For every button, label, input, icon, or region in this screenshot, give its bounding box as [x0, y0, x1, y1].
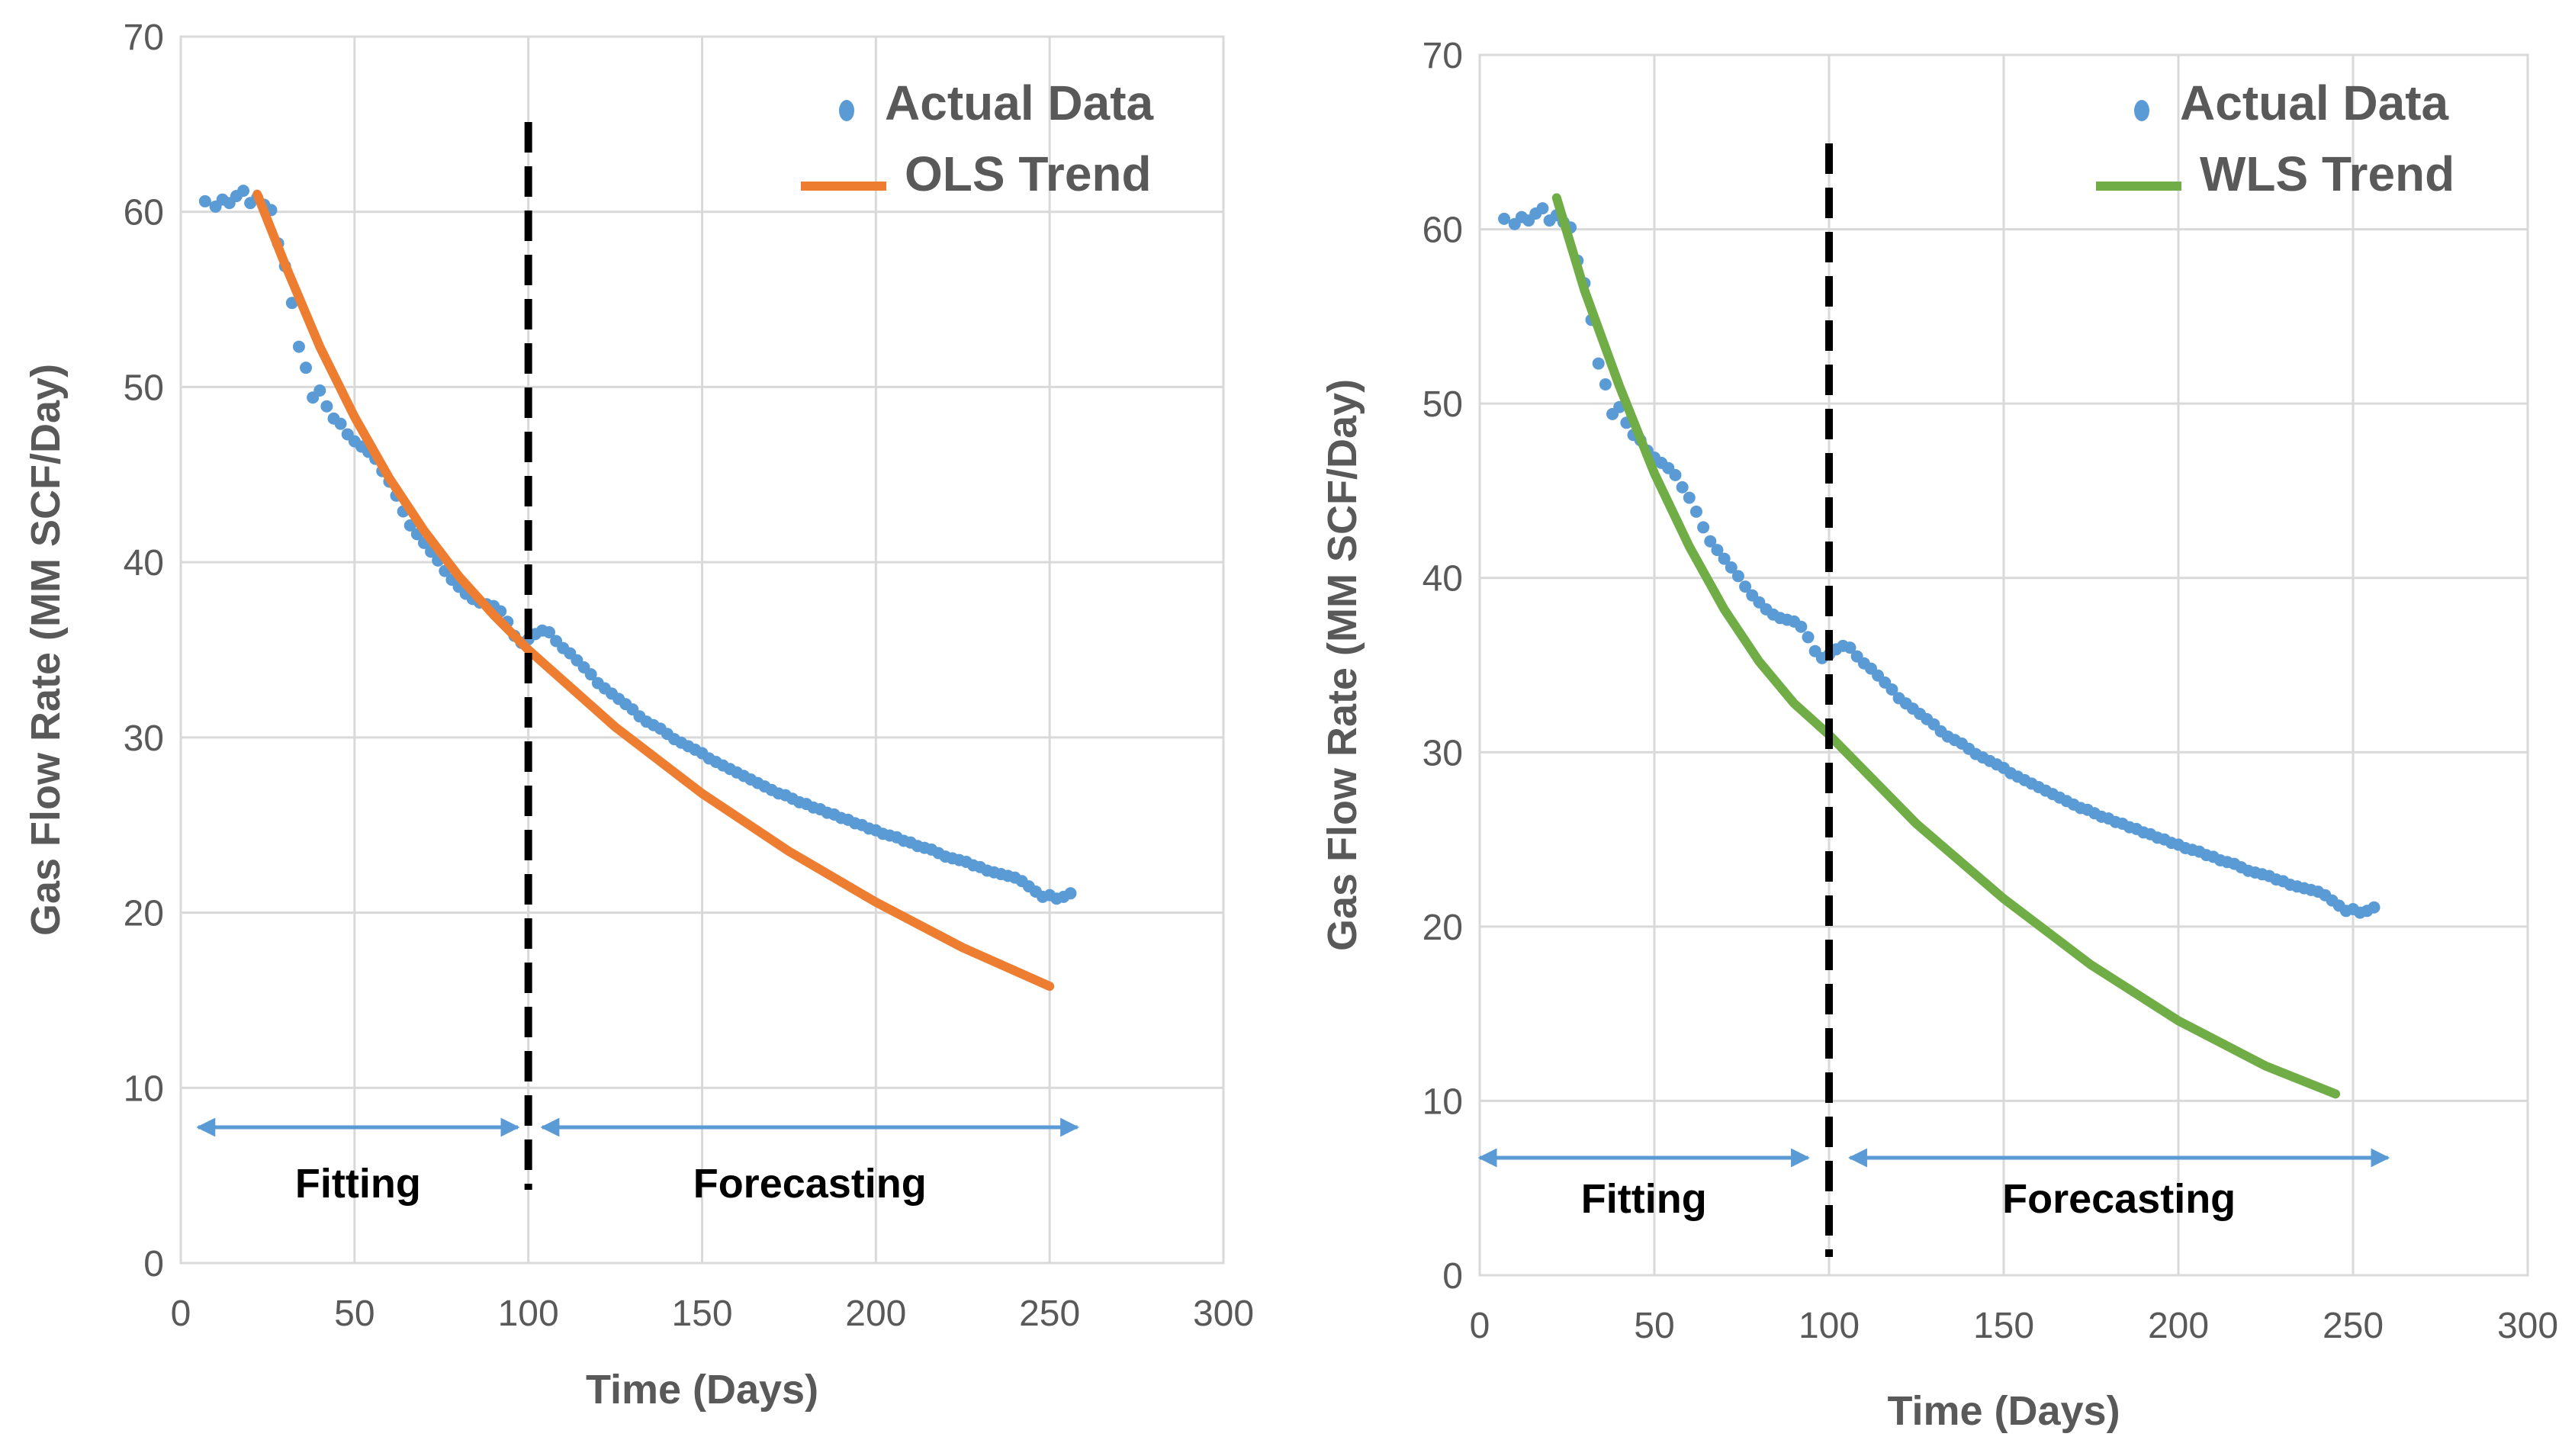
- data-point: [1697, 521, 1710, 534]
- data-point: [1498, 212, 1511, 225]
- y-tick-label: 20: [124, 894, 164, 934]
- x-tick-label: 200: [845, 1294, 906, 1334]
- data-point: [1689, 505, 1702, 518]
- y-tick-label: 40: [1423, 559, 1463, 599]
- data-point: [1064, 887, 1077, 900]
- chart-ols: 0 10 20 30 40 50 60 70 0 50 100 150 200 250 300 Time (D…: [23, 18, 1254, 1413]
- legend: Actual Data WLS Trend: [2096, 76, 2454, 201]
- data-point: [300, 362, 313, 374]
- data-point: [313, 384, 326, 397]
- x-tick-label: 0: [1470, 1306, 1490, 1346]
- data-point: [1592, 357, 1605, 370]
- y-tick-label: 50: [124, 368, 164, 408]
- data-point: [543, 626, 556, 639]
- y-tick-label: 70: [1423, 36, 1463, 76]
- data-point: [1739, 580, 1752, 593]
- y-axis-title: Gas Flow Rate (MM SCF/Day): [1320, 379, 1365, 951]
- data-point: [320, 400, 333, 413]
- y-tick-label: 40: [124, 543, 164, 583]
- data-point: [1718, 552, 1731, 565]
- x-tick-label: 250: [2323, 1306, 2384, 1346]
- x-tick-label: 100: [498, 1294, 559, 1334]
- data-point: [1599, 378, 1612, 391]
- region-label: Fitting: [295, 1161, 421, 1207]
- chart-wls: 0 10 20 30 40 50 60 70 0 50 100 150 200 250 300 Time (D…: [1320, 36, 2558, 1434]
- y-tick-label: 30: [124, 718, 164, 759]
- y-tick-label: 30: [1423, 733, 1463, 773]
- y-tick-label: 0: [1442, 1256, 1463, 1297]
- x-tick-label: 200: [2148, 1306, 2209, 1346]
- data-point: [292, 340, 305, 353]
- y-tick-label: 60: [124, 193, 164, 233]
- region-label: Forecasting: [693, 1161, 927, 1207]
- y-tick-label: 20: [1423, 908, 1463, 948]
- data-point: [1802, 631, 1815, 644]
- x-tick-label: 0: [171, 1294, 191, 1334]
- x-axis-title: Time (Days): [586, 1367, 818, 1413]
- data-point: [1536, 202, 1549, 215]
- legend: Actual Data OLS Trend: [801, 76, 1154, 201]
- y-tick-label: 60: [1423, 211, 1463, 251]
- legend-marker-actual-data: [839, 100, 854, 121]
- data-point: [1725, 561, 1738, 574]
- data-point: [1731, 570, 1744, 583]
- data-point: [198, 194, 211, 207]
- region-label: Fitting: [1581, 1176, 1707, 1222]
- legend-label: Actual Data: [2180, 76, 2449, 130]
- data-point: [1683, 491, 1696, 504]
- y-tick-label: 10: [124, 1069, 164, 1109]
- legend-label: Actual Data: [885, 76, 1154, 130]
- data-point: [1711, 544, 1724, 557]
- y-tick-label: 50: [1423, 384, 1463, 425]
- data-point: [1676, 481, 1689, 493]
- data-point: [1844, 641, 1857, 654]
- trend-line: [1551, 193, 2341, 1099]
- x-tick-label: 300: [1193, 1294, 1254, 1334]
- data-point: [1795, 620, 1808, 633]
- legend-label: WLS Trend: [2200, 146, 2454, 201]
- y-tick-label: 0: [143, 1244, 164, 1284]
- x-tick-label: 100: [1799, 1306, 1860, 1346]
- x-tick-label: 50: [1634, 1306, 1674, 1346]
- legend-label: OLS Trend: [905, 146, 1152, 201]
- data-point: [1704, 535, 1717, 548]
- series-actual-data: [198, 185, 1077, 905]
- data-point: [584, 668, 597, 681]
- y-tick-label: 10: [1423, 1082, 1463, 1122]
- data-point: [334, 417, 347, 430]
- data-point: [285, 297, 298, 310]
- x-tick-label: 50: [334, 1294, 375, 1334]
- x-axis-title: Time (Days): [1887, 1388, 2120, 1434]
- region-label: Forecasting: [2002, 1176, 2236, 1222]
- y-tick-label: 70: [124, 18, 164, 58]
- x-tick-label: 250: [1019, 1294, 1080, 1334]
- data-point: [2368, 901, 2381, 914]
- data-point: [237, 185, 250, 198]
- data-point: [1885, 683, 1898, 696]
- x-tick-label: 300: [2497, 1306, 2558, 1346]
- trend-line: [252, 189, 1055, 992]
- x-tick-label: 150: [671, 1294, 732, 1334]
- data-point: [1669, 468, 1682, 481]
- y-axis-title: Gas Flow Rate (MM SCF/Day): [23, 364, 69, 936]
- legend-marker-actual-data: [2134, 100, 2149, 121]
- x-tick-label: 150: [1973, 1306, 2034, 1346]
